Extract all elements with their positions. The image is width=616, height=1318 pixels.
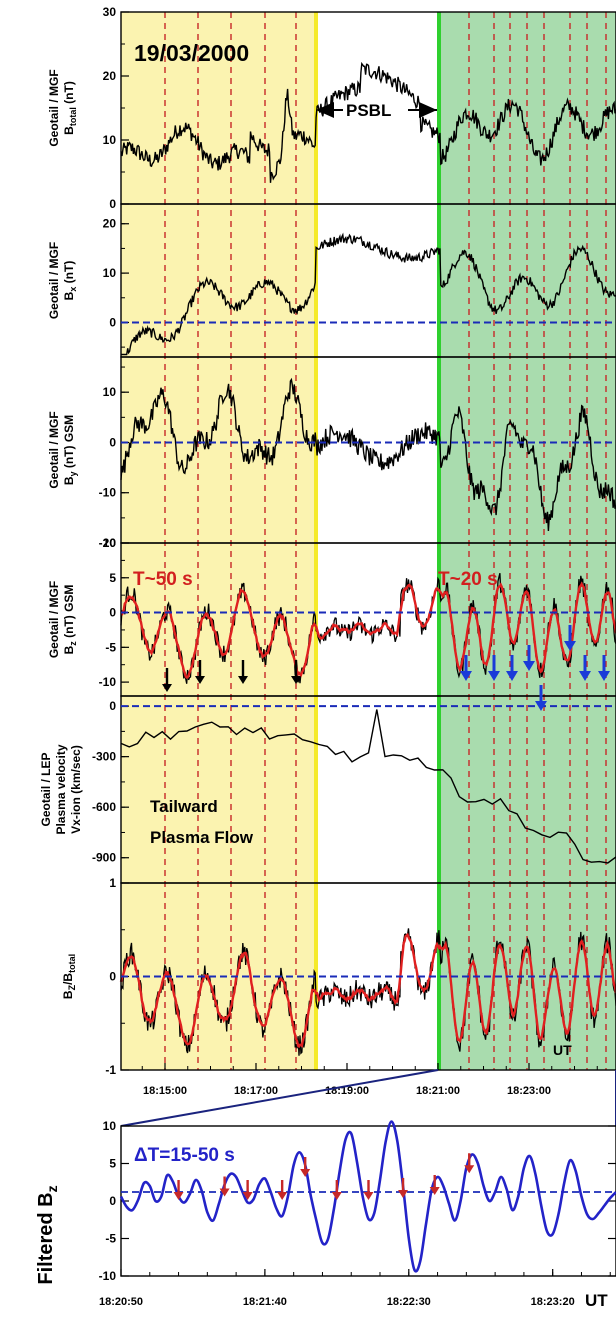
ytick-label-by: 0 bbox=[109, 435, 116, 449]
ylabel-by: By (nT) GSM bbox=[62, 415, 78, 485]
psbl-annotation: PSBL bbox=[316, 101, 437, 120]
filtered-annotation: ΔT=15-50 s bbox=[134, 1145, 235, 1166]
yellow-region bbox=[121, 12, 317, 1070]
ytick-label-btotal: 20 bbox=[103, 69, 117, 83]
ytick-label-bzbt: 1 bbox=[109, 876, 116, 890]
f-event-arrow-head bbox=[173, 1192, 184, 1200]
tailward-label: Tailward bbox=[150, 797, 218, 816]
filtered-ylabel: Filtered Bz bbox=[35, 1185, 60, 1284]
period-20s-label: T~20 s bbox=[438, 569, 498, 590]
plasma-flow-label: Plasma Flow bbox=[150, 828, 254, 847]
btotal-trace bbox=[120, 61, 616, 183]
ylabel-btotal: Btotal (nT) bbox=[62, 81, 78, 135]
bx-trace bbox=[121, 232, 616, 356]
ylabel-btotal: Geotail / MGF bbox=[47, 69, 61, 146]
f-event-arrow-head bbox=[398, 1190, 409, 1198]
down-arrow-black-head bbox=[238, 676, 248, 684]
ytick-label-bz: 10 bbox=[103, 536, 117, 550]
f-ytick-label: -5 bbox=[105, 1232, 116, 1246]
ylabel-by: Geotail / MGF bbox=[47, 411, 61, 488]
time-tick-label: 18:15:00 bbox=[143, 1085, 187, 1097]
ylabel-bzbt: BZ/Btotal bbox=[61, 954, 77, 999]
ytick-label-bzbt: 0 bbox=[109, 970, 116, 984]
down-arrow-blue-head bbox=[579, 671, 591, 681]
time-tick-label: 18:21:00 bbox=[416, 1085, 460, 1097]
filtered-bz-curve bbox=[119, 1120, 616, 1273]
down-arrow-blue-head bbox=[523, 661, 535, 671]
event-lines bbox=[164, 12, 607, 1070]
f-xtick-label: 18:20:50 bbox=[99, 1296, 143, 1308]
ytick-label-bz: -10 bbox=[99, 675, 117, 689]
ylabel-vx: Vx-ion (km/sec) bbox=[69, 745, 83, 834]
f-xtick-label: 18:23:20 bbox=[531, 1296, 575, 1308]
f-ytick-label: 5 bbox=[109, 1157, 116, 1171]
bz-smoothed-trace bbox=[120, 581, 616, 679]
ytick-label-vx: 0 bbox=[109, 699, 116, 713]
ytick-label-bzbt: -1 bbox=[105, 1063, 116, 1077]
f-event-arrow-head bbox=[464, 1165, 475, 1174]
ytick-label-by: -20 bbox=[99, 536, 117, 550]
f-event-arrow-head bbox=[219, 1188, 230, 1197]
ytick-label-vx: -600 bbox=[92, 800, 116, 814]
time-tick-label: 18:17:00 bbox=[234, 1085, 278, 1097]
ylabel-vx: Plasma velocity bbox=[54, 744, 68, 834]
ylabel-vx: Geotail / LEP bbox=[39, 752, 53, 826]
ytick-label-bz: 5 bbox=[109, 571, 116, 585]
ytick-label-bz: -5 bbox=[105, 640, 116, 654]
down-arrow-black-head bbox=[195, 676, 205, 684]
ut-label-bottom: UT bbox=[585, 1291, 608, 1310]
ylabel-bx: Geotail / MGF bbox=[47, 242, 61, 319]
f-ytick-label: 0 bbox=[109, 1194, 116, 1208]
filtered-bz-panel: -10 -5 0 5 10 18:20:50 18:21:40 18:22:30 18:23:2… bbox=[99, 1119, 616, 1308]
ytick-label-vx: -300 bbox=[92, 750, 116, 764]
f-ytick-label: -10 bbox=[99, 1269, 117, 1283]
ylabel-bx: Bx (nT) bbox=[62, 261, 78, 301]
ytick-label-vx: -900 bbox=[92, 851, 116, 865]
down-arrow-black-head bbox=[162, 684, 172, 692]
down-arrow-blue-head bbox=[564, 641, 576, 651]
ytick-label-by: -10 bbox=[99, 486, 117, 500]
down-arrow-black-head bbox=[291, 676, 301, 684]
f-ytick-label: 10 bbox=[103, 1119, 117, 1133]
f-xtick-label: 18:21:40 bbox=[243, 1296, 287, 1308]
ytick-label-bx: 20 bbox=[103, 217, 117, 231]
ylabel-bz: Bz (nT) GSM bbox=[62, 585, 78, 655]
ylabel-bz: Geotail / MGF bbox=[47, 581, 61, 658]
ytick-label-by: 10 bbox=[103, 385, 117, 399]
down-arrow-blue-head bbox=[506, 671, 518, 681]
down-arrow-blue-head bbox=[535, 701, 547, 711]
f-event-arrow-head bbox=[331, 1192, 342, 1200]
psbl-label: PSBL bbox=[346, 101, 391, 120]
ytick-label-btotal: 30 bbox=[103, 5, 117, 19]
bz-btotal-smoothed-trace bbox=[119, 932, 616, 1049]
f-xtick-label: 18:22:30 bbox=[387, 1296, 431, 1308]
down-arrow-blue-head bbox=[598, 671, 610, 681]
zoom-connector-left bbox=[120, 1069, 439, 1127]
down-arrow-blue-head bbox=[488, 671, 500, 681]
f-event-arrow-head bbox=[429, 1187, 440, 1195]
f-event-arrow-head bbox=[242, 1192, 253, 1200]
f-event-arrow-head bbox=[300, 1169, 311, 1177]
period-50s-label: T~50 s bbox=[133, 569, 193, 590]
ytick-label-btotal: 10 bbox=[103, 133, 117, 147]
f-event-arrow-head bbox=[277, 1192, 288, 1200]
time-axis: 18:15:00 18:17:00 18:19:00 18:21:00 18:23:00 bbox=[141, 1063, 598, 1097]
bz-arrows bbox=[162, 625, 610, 711]
f-event-arrow-head bbox=[363, 1192, 374, 1200]
date-label: 19/03/2000 bbox=[134, 40, 249, 66]
ytick-label-btotal: 0 bbox=[109, 197, 116, 211]
vx-trace bbox=[120, 709, 616, 864]
ytick-label-bx: 10 bbox=[103, 266, 117, 280]
time-tick-label: 18:23:00 bbox=[507, 1085, 551, 1097]
ytick-label-bx: 0 bbox=[109, 315, 116, 329]
ytick-label-bz: 0 bbox=[109, 606, 116, 620]
ut-label-top: UT bbox=[553, 1042, 572, 1058]
down-arrow-blue-head bbox=[460, 671, 472, 681]
